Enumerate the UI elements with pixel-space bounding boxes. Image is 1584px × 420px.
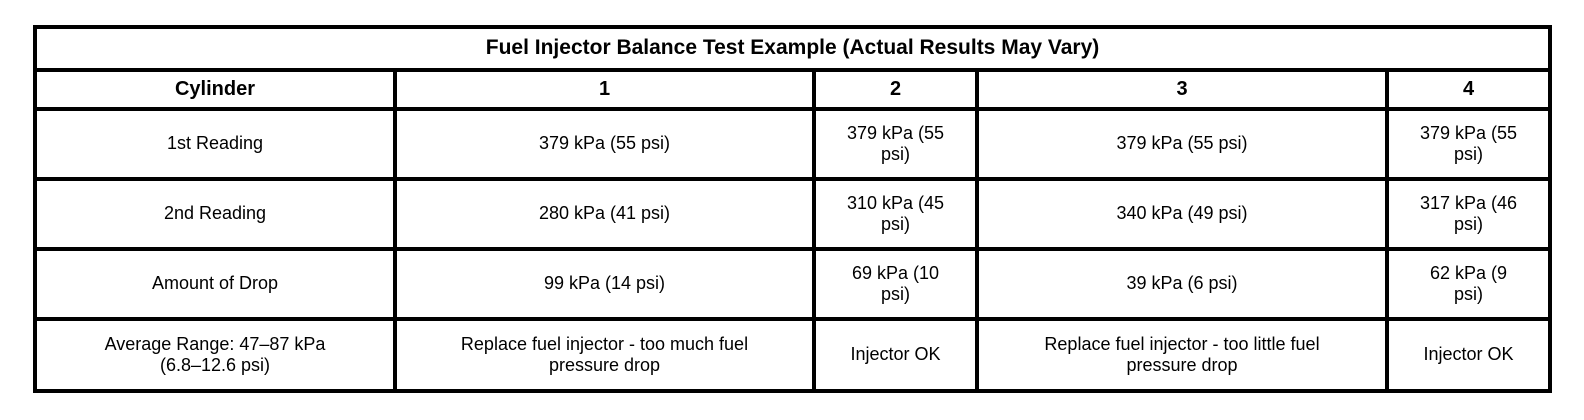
cell-1st-reading-cyl-4: 379 kPa (55 psi) [1384, 107, 1553, 181]
cell-1st-reading-cyl-2: 379 kPa (55 psi) [812, 107, 979, 181]
row-label-1st-reading: 1st Reading [33, 107, 397, 181]
cell-amount-of-drop-cyl-2: 69 kPa (10 psi) [812, 247, 979, 321]
row-average-range-results: Average Range: 47–87 kPa (6.8–12.6 psi) … [33, 317, 1553, 393]
table-header-row: Cylinder 1 2 3 4 [33, 68, 1553, 111]
cell-amount-of-drop-cyl-1: 99 kPa (14 psi) [393, 247, 816, 321]
row-label-average-range: Average Range: 47–87 kPa (6.8–12.6 psi) [33, 317, 397, 393]
row-label-2nd-reading: 2nd Reading [33, 177, 397, 251]
table-title-row: Fuel Injector Balance Test Example (Actu… [32, 25, 1553, 72]
header-cylinder: Cylinder [33, 68, 397, 111]
row-2nd-reading: 2nd Reading 280 kPa (41 psi) 310 kPa (45… [33, 177, 1553, 251]
header-cylinder-4: 4 [1384, 68, 1553, 111]
row-amount-of-drop: Amount of Drop 99 kPa (14 psi) 69 kPa (1… [33, 247, 1553, 321]
cell-amount-of-drop-cyl-3: 39 kPa (6 psi) [975, 247, 1389, 321]
cell-2nd-reading-cyl-2: 310 kPa (45 psi) [812, 177, 979, 251]
fuel-injector-balance-table: Fuel Injector Balance Test Example (Actu… [32, 25, 1553, 393]
cell-result-cyl-3: Replace fuel injector - too little fuel … [975, 317, 1389, 393]
header-cylinder-1: 1 [393, 68, 816, 111]
cell-result-cyl-4: Injector OK [1384, 317, 1553, 393]
cell-1st-reading-cyl-1: 379 kPa (55 psi) [393, 107, 816, 181]
cell-2nd-reading-cyl-3: 340 kPa (49 psi) [975, 177, 1389, 251]
row-1st-reading: 1st Reading 379 kPa (55 psi) 379 kPa (55… [33, 107, 1553, 181]
cell-result-cyl-1: Replace fuel injector - too much fuel pr… [393, 317, 816, 393]
cell-2nd-reading-cyl-4: 317 kPa (46 psi) [1384, 177, 1553, 251]
table-title: Fuel Injector Balance Test Example (Actu… [32, 25, 1553, 72]
cell-2nd-reading-cyl-1: 280 kPa (41 psi) [393, 177, 816, 251]
cell-amount-of-drop-cyl-4: 62 kPa (9 psi) [1384, 247, 1553, 321]
cell-result-cyl-2: Injector OK [812, 317, 979, 393]
header-cylinder-3: 3 [975, 68, 1389, 111]
cell-1st-reading-cyl-3: 379 kPa (55 psi) [975, 107, 1389, 181]
header-cylinder-2: 2 [812, 68, 979, 111]
row-label-amount-of-drop: Amount of Drop [33, 247, 397, 321]
